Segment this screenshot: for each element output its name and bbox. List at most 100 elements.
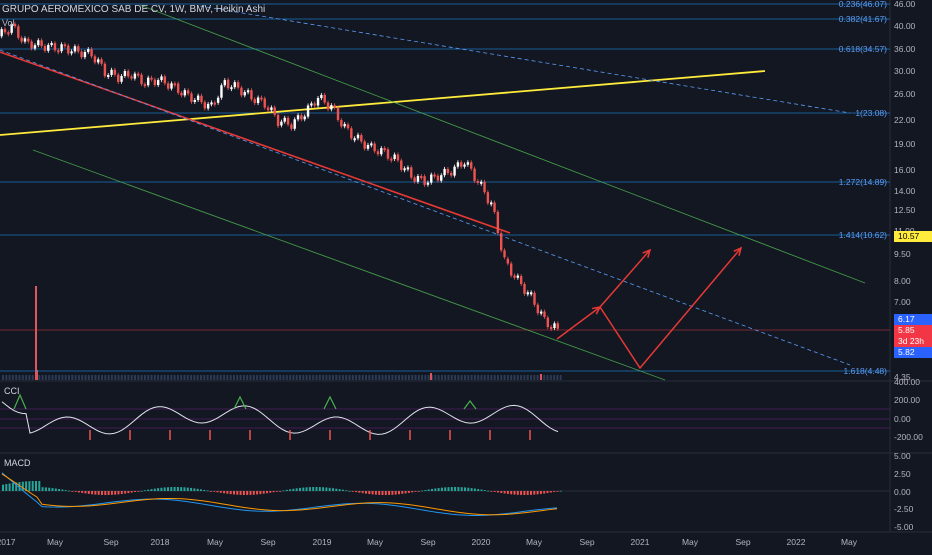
candle-body bbox=[506, 258, 510, 264]
macd-histogram-bar bbox=[252, 491, 255, 495]
candle-body bbox=[353, 138, 356, 141]
volume-bar bbox=[437, 375, 440, 380]
volume-bar bbox=[503, 375, 506, 380]
macd-histogram-bar bbox=[77, 491, 80, 493]
candle-body bbox=[83, 51, 87, 58]
candle-body bbox=[406, 167, 410, 170]
candle-body bbox=[513, 275, 516, 278]
macd-histogram-bar bbox=[302, 487, 305, 491]
candle-body bbox=[276, 114, 280, 126]
macd-histogram-bar bbox=[41, 487, 44, 491]
macd-axis-tick: 2.50 bbox=[894, 469, 911, 479]
fibonacci-levels[interactable]: 0.236(46.07) 0.382(41.67) 0.618(34.57) 1(23… bbox=[0, 0, 890, 376]
volume-bar bbox=[91, 375, 94, 380]
candle-body bbox=[90, 49, 93, 57]
candle-body bbox=[403, 168, 406, 171]
macd-histogram-bar bbox=[272, 491, 275, 493]
macd-histogram-bar bbox=[315, 487, 318, 491]
macd-histogram-bar bbox=[269, 491, 272, 493]
volume-bar bbox=[160, 375, 163, 380]
forecast-arrows[interactable] bbox=[556, 246, 743, 370]
candle-body bbox=[283, 117, 286, 122]
candle-body bbox=[350, 128, 353, 139]
time-axis[interactable]: 2017 May Sep 2018 May Sep 2019 May Sep 2020 May Sep… bbox=[0, 537, 858, 547]
macd-histogram-bar bbox=[457, 487, 460, 491]
time-axis-tick: Sep bbox=[735, 537, 750, 547]
macd-histogram-bar bbox=[322, 487, 325, 491]
macd-histogram-bar bbox=[48, 487, 51, 491]
candle-body bbox=[150, 77, 153, 80]
candle-body bbox=[263, 98, 266, 108]
macd-histogram-bar bbox=[427, 489, 430, 491]
candle-body bbox=[50, 43, 53, 46]
macd-histogram-bar bbox=[163, 487, 166, 491]
candle-body bbox=[340, 120, 343, 127]
volume-bar bbox=[200, 375, 202, 380]
candle-body bbox=[266, 107, 270, 111]
macd-histogram-bar bbox=[477, 489, 480, 491]
cci-overbought bbox=[13, 393, 27, 410]
trend-lines[interactable] bbox=[0, 4, 866, 381]
time-axis-tick: Sep bbox=[579, 537, 594, 547]
candle-body bbox=[463, 164, 466, 167]
volume-bar bbox=[289, 375, 292, 380]
macd-histogram-bar bbox=[497, 491, 499, 493]
volume-bar bbox=[87, 375, 90, 380]
volume-bar bbox=[101, 375, 103, 380]
candle-body bbox=[300, 115, 303, 120]
candle-body bbox=[523, 283, 526, 294]
candle-body bbox=[433, 174, 436, 177]
volume-bar bbox=[104, 375, 107, 380]
candle-body bbox=[250, 90, 253, 100]
volume-bar bbox=[345, 375, 348, 380]
volume-bar bbox=[127, 375, 130, 380]
candle-body bbox=[20, 37, 23, 42]
volume-bar bbox=[302, 375, 305, 380]
candle-body bbox=[270, 107, 273, 111]
macd-histogram-bar bbox=[170, 487, 173, 491]
macd-histogram-bar bbox=[414, 491, 417, 492]
candle-body bbox=[133, 73, 137, 79]
candle-body bbox=[420, 176, 423, 179]
candle-body bbox=[107, 75, 110, 78]
volume-bar bbox=[71, 375, 74, 380]
macd-histogram-bar bbox=[107, 491, 110, 495]
time-axis-tick: May bbox=[47, 537, 64, 547]
volume-bar bbox=[536, 375, 539, 380]
macd-histogram-bar bbox=[242, 491, 245, 495]
macd-histogram-bar bbox=[394, 491, 397, 495]
candle-body bbox=[390, 158, 393, 161]
price-axis-tick: 12.50 bbox=[894, 205, 916, 215]
macd-histogram-bar bbox=[543, 491, 546, 494]
candle-body bbox=[326, 102, 330, 110]
macd-histogram-bar bbox=[447, 487, 450, 491]
fib-level-label: 1.618(4.48) bbox=[844, 366, 888, 376]
candle-body bbox=[370, 143, 373, 146]
volume-bar bbox=[312, 375, 315, 380]
candle-body bbox=[203, 102, 207, 109]
macd-histogram-bar bbox=[381, 491, 384, 495]
macd-histogram-bar bbox=[216, 491, 219, 493]
macd-histogram-bar bbox=[292, 488, 295, 491]
volume-bar bbox=[351, 375, 354, 380]
price-axis-tick: 16.00 bbox=[894, 165, 916, 175]
volume-bar bbox=[556, 375, 559, 380]
macd-histogram-bar bbox=[101, 491, 103, 495]
macd-histogram-bar bbox=[15, 482, 18, 491]
volume-bar bbox=[18, 375, 21, 380]
volume-bar bbox=[134, 375, 136, 380]
candle-body bbox=[220, 85, 223, 98]
macd-histogram-bar bbox=[226, 491, 229, 494]
macd-histogram-bar bbox=[54, 488, 57, 491]
macd-histogram-bar bbox=[167, 487, 169, 491]
macd-histogram-bar bbox=[71, 491, 74, 492]
candle-body bbox=[143, 84, 147, 87]
volume-bar bbox=[421, 375, 424, 380]
candle-body bbox=[47, 44, 50, 51]
cci-overbought bbox=[323, 395, 337, 410]
forecast-arrow-3-head bbox=[733, 246, 743, 256]
macd-histogram-bar bbox=[473, 488, 476, 491]
volume-bar bbox=[404, 375, 407, 380]
